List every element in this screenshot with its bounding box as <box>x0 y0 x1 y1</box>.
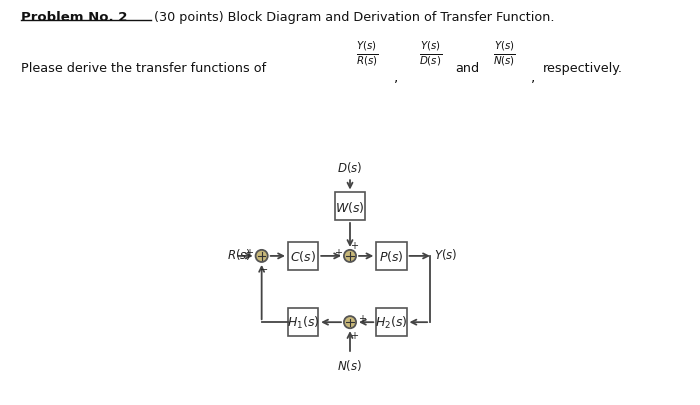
Text: $H_1(s)$: $H_1(s)$ <box>287 314 319 330</box>
Text: respectively.: respectively. <box>542 62 622 75</box>
Text: (30 points) Block Diagram and Derivation of Transfer Function.: (30 points) Block Diagram and Derivation… <box>154 11 554 24</box>
Bar <box>335 193 365 220</box>
Bar <box>376 309 407 336</box>
Text: $P(s)$: $P(s)$ <box>379 249 404 264</box>
Text: $D(s)$: $D(s)$ <box>337 160 363 175</box>
Text: $,$: $,$ <box>393 71 398 85</box>
Text: Please derive the transfer functions of: Please derive the transfer functions of <box>21 62 266 75</box>
Text: +: + <box>334 247 342 257</box>
Circle shape <box>344 250 356 262</box>
Bar <box>288 243 318 270</box>
Text: $W(s)$: $W(s)$ <box>335 199 365 214</box>
Text: $Y(s)$: $Y(s)$ <box>434 247 458 262</box>
Circle shape <box>256 250 267 262</box>
Bar <box>376 243 407 270</box>
Text: $R(s)$: $R(s)$ <box>227 247 251 262</box>
Text: $\frac{Y(s)}{R(s)}$: $\frac{Y(s)}{R(s)}$ <box>356 40 379 68</box>
Text: Problem No. 2: Problem No. 2 <box>21 11 127 24</box>
Text: +: + <box>350 240 358 250</box>
Circle shape <box>344 316 356 328</box>
Text: +: + <box>245 247 253 257</box>
Text: $H_2(s)$: $H_2(s)$ <box>375 314 407 330</box>
Text: and: and <box>456 62 480 75</box>
Text: +: + <box>350 330 358 340</box>
Text: $,$: $,$ <box>529 71 535 85</box>
Text: $\frac{Y(s)}{D(s)}$: $\frac{Y(s)}{D(s)}$ <box>419 40 442 68</box>
Text: $N(s)$: $N(s)$ <box>337 357 363 372</box>
Text: $C(s)$: $C(s)$ <box>290 249 316 264</box>
Text: +: + <box>358 313 366 323</box>
Bar <box>288 309 318 336</box>
Text: $\frac{Y(s)}{N(s)}$: $\frac{Y(s)}{N(s)}$ <box>493 40 515 68</box>
Text: −: − <box>260 264 268 274</box>
